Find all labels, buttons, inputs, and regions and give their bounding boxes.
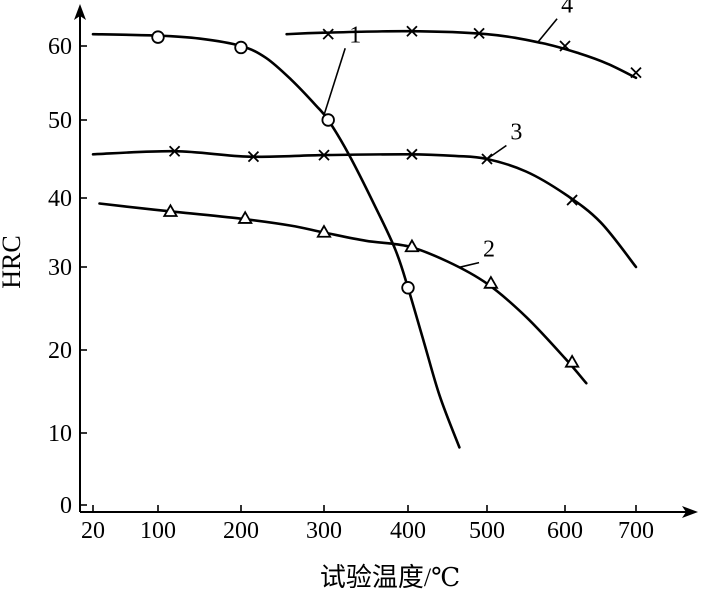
cross-marker bbox=[630, 67, 642, 79]
label-leader-1 bbox=[323, 48, 346, 116]
x-tick-label: 600 bbox=[547, 518, 583, 544]
x-tick-label: 500 bbox=[469, 518, 505, 544]
y-axis-arrow bbox=[74, 4, 86, 20]
cross-marker bbox=[406, 25, 418, 37]
curve-1 bbox=[91, 32, 461, 449]
triangle-marker bbox=[316, 224, 332, 238]
label-leader-3 bbox=[486, 144, 507, 160]
triangle-marker bbox=[404, 238, 420, 253]
triangle-marker bbox=[483, 275, 499, 289]
x-tick-label: 300 bbox=[306, 518, 342, 544]
curve-4 bbox=[285, 29, 638, 80]
cross-marker bbox=[566, 194, 578, 206]
circle-marker bbox=[234, 40, 248, 55]
y-tick-label: 40 bbox=[48, 186, 72, 212]
circle-marker bbox=[321, 113, 335, 127]
x-tick-label: 100 bbox=[140, 518, 176, 544]
x-tick-label: 700 bbox=[618, 518, 654, 544]
ticks: 20 100 200 300 400 500 600 700 0 10 20 30 40 50 60 bbox=[48, 34, 654, 544]
circle-marker bbox=[151, 30, 165, 44]
cross-marker bbox=[247, 151, 260, 163]
curve-2 bbox=[98, 202, 588, 385]
triangle-marker bbox=[162, 203, 179, 217]
x-axis-title: 试验温度/℃ bbox=[320, 563, 460, 592]
y-tick-label: 10 bbox=[48, 421, 72, 447]
circle-marker bbox=[401, 281, 415, 295]
curve-number-label: 3 bbox=[510, 120, 522, 146]
curve-number-label: 1 bbox=[349, 22, 361, 48]
cross-marker bbox=[168, 145, 181, 157]
y-tick-label: 60 bbox=[48, 34, 72, 60]
y-tick-label: 20 bbox=[48, 338, 72, 364]
x-tick-label: 400 bbox=[390, 518, 426, 544]
cross-marker bbox=[318, 149, 330, 161]
curves bbox=[91, 29, 638, 449]
markers bbox=[151, 25, 642, 368]
cross-marker bbox=[559, 40, 571, 52]
cross-marker bbox=[473, 27, 485, 40]
label-leader-2 bbox=[459, 261, 480, 269]
curve-number-label: 2 bbox=[483, 237, 495, 263]
y-axis-title: HRC bbox=[0, 235, 26, 288]
x-axis-arrow bbox=[682, 506, 698, 518]
axes bbox=[74, 4, 698, 518]
x-tick-label: 200 bbox=[223, 518, 259, 544]
curve-3 bbox=[91, 149, 638, 269]
label-leader-4 bbox=[537, 18, 558, 43]
y-tick-label: 50 bbox=[48, 108, 72, 134]
triangle-marker bbox=[564, 354, 580, 368]
curve-labels: 1 2 3 4 bbox=[323, 0, 573, 269]
triangle-marker bbox=[237, 210, 253, 224]
x-tick-label: 20 bbox=[81, 518, 105, 544]
curve-number-label: 4 bbox=[561, 0, 573, 19]
y-tick-label: 0 bbox=[60, 493, 72, 519]
cross-marker bbox=[322, 28, 334, 40]
cross-marker bbox=[406, 148, 418, 160]
y-tick-label: 30 bbox=[48, 255, 72, 281]
